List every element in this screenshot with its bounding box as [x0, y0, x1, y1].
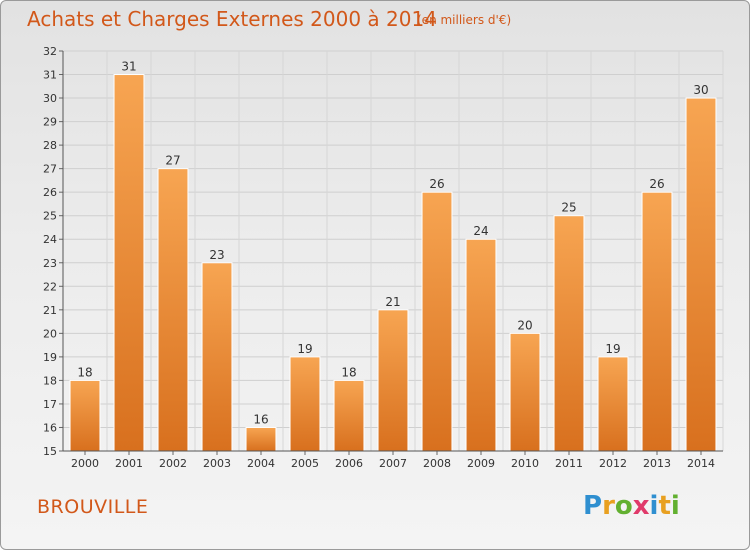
x-tick-label: 2013 — [643, 457, 671, 470]
y-tick-label: 16 — [43, 421, 57, 434]
value-label: 30 — [693, 83, 708, 97]
logo-letter: i — [649, 491, 659, 521]
x-tick-label: 2005 — [291, 457, 319, 470]
bar-2006 — [333, 379, 365, 452]
value-label: 23 — [209, 248, 224, 262]
y-tick-label: 24 — [43, 233, 57, 246]
value-label: 20 — [517, 318, 532, 332]
x-tick-label: 2004 — [247, 457, 275, 470]
x-tick-label: 2014 — [687, 457, 715, 470]
commune-name: BROUVILLE — [37, 496, 149, 518]
x-tick-label: 2009 — [467, 457, 495, 470]
value-label: 26 — [649, 177, 664, 191]
y-tick-label: 32 — [43, 45, 57, 58]
bar-2011 — [553, 215, 585, 452]
value-label: 25 — [561, 201, 576, 215]
bar-2009 — [465, 238, 497, 452]
value-label: 18 — [77, 365, 92, 379]
bar-2007 — [377, 309, 409, 452]
bar-2004 — [245, 426, 277, 452]
y-tick-label: 28 — [43, 139, 57, 152]
x-tick-label: 2007 — [379, 457, 407, 470]
value-label: 21 — [385, 295, 400, 309]
x-tick-label: 2010 — [511, 457, 539, 470]
logo-letter: o — [614, 491, 633, 521]
y-tick-label: 27 — [43, 163, 57, 176]
chart-unit: (en milliers d'€) — [417, 13, 512, 27]
y-axis-ticks: 15 16 17 18 19 20 21 22 23 24 25 26 27 28 29 30 31 32 — [43, 45, 63, 458]
x-tick-label: 2003 — [203, 457, 231, 470]
x-tick-label: 2002 — [159, 457, 187, 470]
y-tick-label: 15 — [43, 445, 57, 458]
logo-letter: x — [632, 491, 650, 521]
logo-letter: i — [670, 491, 680, 521]
bar-2000 — [69, 379, 101, 452]
x-tick-label: 2011 — [555, 457, 583, 470]
bar-2001 — [113, 74, 145, 452]
y-tick-label: 19 — [43, 351, 57, 364]
x-tick-label: 2006 — [335, 457, 363, 470]
logo-letter: t — [658, 491, 671, 521]
bar-2008 — [421, 191, 453, 452]
value-label: 27 — [165, 154, 180, 168]
value-label: 19 — [605, 342, 620, 356]
y-tick-label: 22 — [43, 280, 57, 293]
bar-2012 — [597, 356, 629, 452]
y-tick-label: 29 — [43, 116, 57, 129]
y-tick-label: 21 — [43, 304, 57, 317]
y-tick-label: 23 — [43, 257, 57, 270]
value-label: 18 — [341, 365, 356, 379]
bar-2002 — [157, 168, 189, 452]
y-tick-label: 17 — [43, 398, 57, 411]
value-label: 26 — [429, 177, 444, 191]
y-tick-label: 30 — [43, 92, 57, 105]
value-label: 16 — [253, 412, 268, 426]
proxiti-logo[interactable]: Proxiti — [583, 491, 680, 521]
value-label: 24 — [473, 224, 488, 238]
value-label: 19 — [297, 342, 312, 356]
bar-2010 — [509, 332, 541, 452]
chart-title: Achats et Charges Externes 2000 à 2014 — [27, 7, 437, 31]
x-tick-label: 2001 — [115, 457, 143, 470]
bar-2005 — [289, 356, 321, 452]
x-tick-label: 2012 — [599, 457, 627, 470]
logo-letter: P — [583, 491, 603, 521]
x-axis-ticks: 2000 2001 2002 2003 2004 2005 2006 2007 2008 2009… — [71, 451, 715, 470]
bar-2003 — [201, 262, 233, 452]
x-tick-label: 2000 — [71, 457, 99, 470]
bar-2013 — [641, 191, 673, 452]
x-tick-label: 2008 — [423, 457, 451, 470]
y-tick-label: 20 — [43, 327, 57, 340]
y-tick-label: 31 — [43, 69, 57, 82]
y-tick-label: 26 — [43, 186, 57, 199]
value-labels: 18 31 27 23 16 19 18 21 26 24 20 25 19 26 30 — [77, 60, 708, 427]
y-tick-label: 25 — [43, 210, 57, 223]
logo-letter: r — [602, 491, 615, 521]
value-label: 31 — [121, 60, 136, 74]
y-tick-label: 18 — [43, 374, 57, 387]
bar-2014 — [685, 97, 717, 452]
bars — [69, 74, 717, 452]
